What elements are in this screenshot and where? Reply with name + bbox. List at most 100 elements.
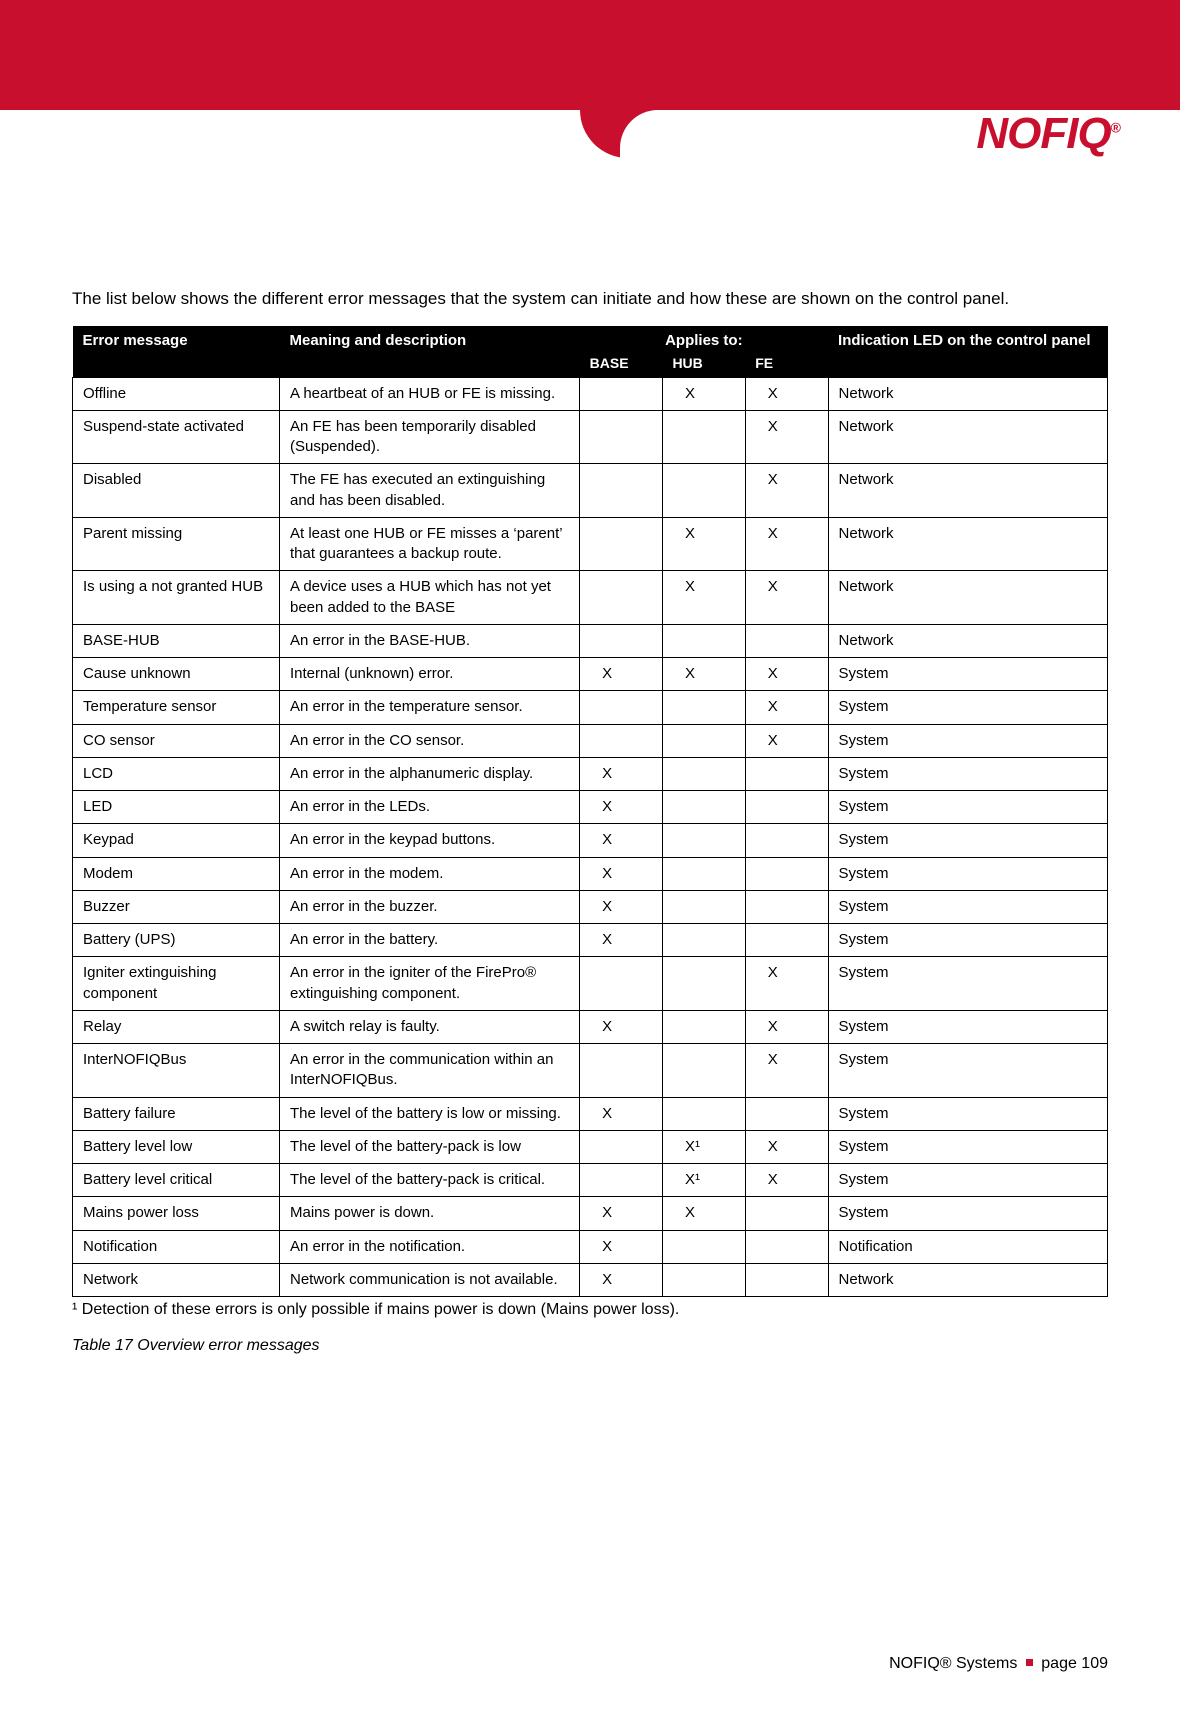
- cell-msg: LCD: [73, 757, 280, 790]
- cell-desc: Network communication is not available.: [280, 1263, 580, 1296]
- cell-led: System: [828, 924, 1107, 957]
- cell-hub: [662, 1097, 745, 1130]
- cell-led: System: [828, 1010, 1107, 1043]
- th-base: BASE: [580, 355, 663, 378]
- table-footnote: ¹ Detection of these errors is only poss…: [72, 1301, 1108, 1319]
- cell-led: System: [828, 658, 1107, 691]
- cell-msg: Buzzer: [73, 890, 280, 923]
- cell-led: Network: [828, 464, 1107, 518]
- header-band: NOFIQ®: [0, 0, 1180, 110]
- cell-msg: Battery (UPS): [73, 924, 280, 957]
- cell-fe: X: [745, 517, 828, 571]
- cell-base: [580, 624, 663, 657]
- cell-fe: X: [745, 957, 828, 1011]
- cell-desc: An error in the alphanumeric display.: [280, 757, 580, 790]
- table-row: Battery level lowThe level of the batter…: [73, 1130, 1108, 1163]
- cell-hub: [662, 1230, 745, 1263]
- cell-desc: Mains power is down.: [280, 1197, 580, 1230]
- cell-desc: An error in the CO sensor.: [280, 724, 580, 757]
- cell-msg: Notification: [73, 1230, 280, 1263]
- page-content: The list below shows the different error…: [0, 110, 1180, 1395]
- brand-logo: NOFIQ®: [976, 109, 1120, 159]
- error-messages-table: Error message Meaning and description Ap…: [72, 326, 1108, 1298]
- cell-hub: [662, 890, 745, 923]
- table-row: Suspend-state activatedAn FE has been te…: [73, 410, 1108, 464]
- cell-base: X: [580, 924, 663, 957]
- cell-led: Network: [828, 517, 1107, 571]
- cell-desc: A switch relay is faulty.: [280, 1010, 580, 1043]
- cell-desc: An error in the temperature sensor.: [280, 691, 580, 724]
- table-row: Battery level criticalThe level of the b…: [73, 1164, 1108, 1197]
- cell-hub: X: [662, 1197, 745, 1230]
- cell-msg: Igniter extinguishing component: [73, 957, 280, 1011]
- cell-msg: Battery failure: [73, 1097, 280, 1130]
- cell-msg: Is using a not granted HUB: [73, 571, 280, 625]
- cell-hub: [662, 757, 745, 790]
- cell-fe: [745, 924, 828, 957]
- cell-hub: X: [662, 517, 745, 571]
- cell-hub: [662, 957, 745, 1011]
- cell-hub: [662, 464, 745, 518]
- cell-hub: X¹: [662, 1164, 745, 1197]
- cell-desc: The level of the battery is low or missi…: [280, 1097, 580, 1130]
- cell-hub: X: [662, 377, 745, 410]
- cell-msg: Disabled: [73, 464, 280, 518]
- cell-base: [580, 1044, 663, 1098]
- cell-led: System: [828, 791, 1107, 824]
- table-row: OfflineA heartbeat of an HUB or FE is mi…: [73, 377, 1108, 410]
- cell-hub: [662, 1044, 745, 1098]
- cell-base: X: [580, 1097, 663, 1130]
- cell-msg: LED: [73, 791, 280, 824]
- cell-led: System: [828, 1097, 1107, 1130]
- table-row: Battery (UPS)An error in the battery.XSy…: [73, 924, 1108, 957]
- th-meaning: Meaning and description: [280, 326, 580, 378]
- cell-led: System: [828, 857, 1107, 890]
- cell-fe: X: [745, 377, 828, 410]
- cell-hub: X: [662, 658, 745, 691]
- cell-msg: Keypad: [73, 824, 280, 857]
- table-row: Cause unknownInternal (unknown) error.XX…: [73, 658, 1108, 691]
- cell-desc: An error in the modem.: [280, 857, 580, 890]
- cell-fe: [745, 857, 828, 890]
- cell-desc: The level of the battery-pack is critica…: [280, 1164, 580, 1197]
- cell-hub: [662, 791, 745, 824]
- table-row: Mains power lossMains power is down.XXSy…: [73, 1197, 1108, 1230]
- cell-base: [580, 957, 663, 1011]
- cell-base: [580, 410, 663, 464]
- cell-msg: BASE-HUB: [73, 624, 280, 657]
- cell-led: System: [828, 757, 1107, 790]
- intro-text: The list below shows the different error…: [72, 287, 1108, 312]
- cell-base: X: [580, 658, 663, 691]
- cell-fe: X: [745, 1130, 828, 1163]
- cell-led: System: [828, 824, 1107, 857]
- th-hub: HUB: [662, 355, 745, 378]
- cell-base: X: [580, 1230, 663, 1263]
- header-notch: NOFIQ®: [620, 110, 1180, 158]
- cell-msg: Parent missing: [73, 517, 280, 571]
- cell-desc: An error in the LEDs.: [280, 791, 580, 824]
- cell-led: Network: [828, 410, 1107, 464]
- table-row: LEDAn error in the LEDs.XSystem: [73, 791, 1108, 824]
- cell-hub: [662, 624, 745, 657]
- cell-desc: The FE has executed an extinguishing and…: [280, 464, 580, 518]
- cell-fe: X: [745, 1010, 828, 1043]
- cell-fe: [745, 624, 828, 657]
- table-row: RelayA switch relay is faulty.XXSystem: [73, 1010, 1108, 1043]
- th-led: Indication LED on the control panel: [828, 326, 1107, 378]
- cell-desc: An error in the BASE-HUB.: [280, 624, 580, 657]
- cell-msg: Offline: [73, 377, 280, 410]
- cell-hub: [662, 410, 745, 464]
- th-applies-to: Applies to:: [580, 326, 828, 355]
- cell-led: System: [828, 1197, 1107, 1230]
- cell-desc: Internal (unknown) error.: [280, 658, 580, 691]
- cell-hub: [662, 824, 745, 857]
- cell-base: [580, 377, 663, 410]
- cell-base: X: [580, 857, 663, 890]
- page-footer: NOFIQ® Systems page 109: [0, 1655, 1180, 1713]
- cell-fe: X: [745, 691, 828, 724]
- table-row: NotificationAn error in the notification…: [73, 1230, 1108, 1263]
- cell-fe: [745, 757, 828, 790]
- cell-hub: [662, 1263, 745, 1296]
- cell-desc: A heartbeat of an HUB or FE is missing.: [280, 377, 580, 410]
- cell-msg: InterNOFIQBus: [73, 1044, 280, 1098]
